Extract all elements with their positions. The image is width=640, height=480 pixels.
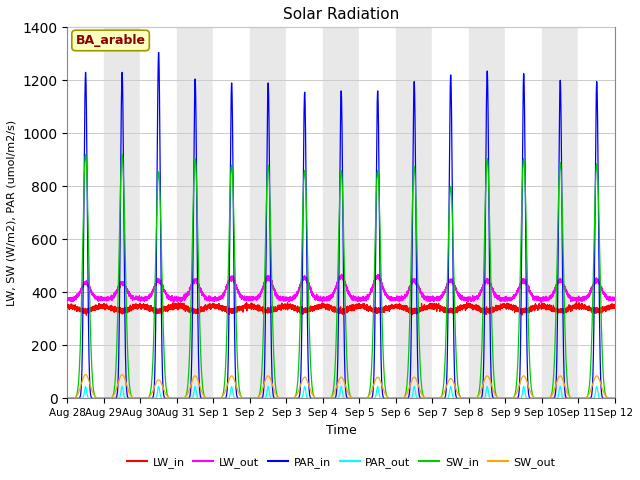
X-axis label: Time: Time [326,424,356,437]
Bar [140,27,177,398]
Bar [615,27,640,398]
Bar [469,27,506,398]
Bar [287,27,323,398]
Bar [177,27,213,398]
Y-axis label: LW, SW (W/m2), PAR (umol/m2/s): LW, SW (W/m2), PAR (umol/m2/s) [7,120,17,306]
Bar [542,27,579,398]
Bar [213,27,250,398]
Bar [506,27,542,398]
Bar [396,27,433,398]
Title: Solar Radiation: Solar Radiation [283,7,399,22]
Bar [579,27,615,398]
Bar [433,27,469,398]
Bar [67,27,104,398]
Bar [250,27,287,398]
Text: BA_arable: BA_arable [76,34,145,47]
Bar [323,27,360,398]
Legend: LW_in, LW_out, PAR_in, PAR_out, SW_in, SW_out: LW_in, LW_out, PAR_in, PAR_out, SW_in, S… [122,452,560,472]
Bar [104,27,140,398]
Bar [360,27,396,398]
